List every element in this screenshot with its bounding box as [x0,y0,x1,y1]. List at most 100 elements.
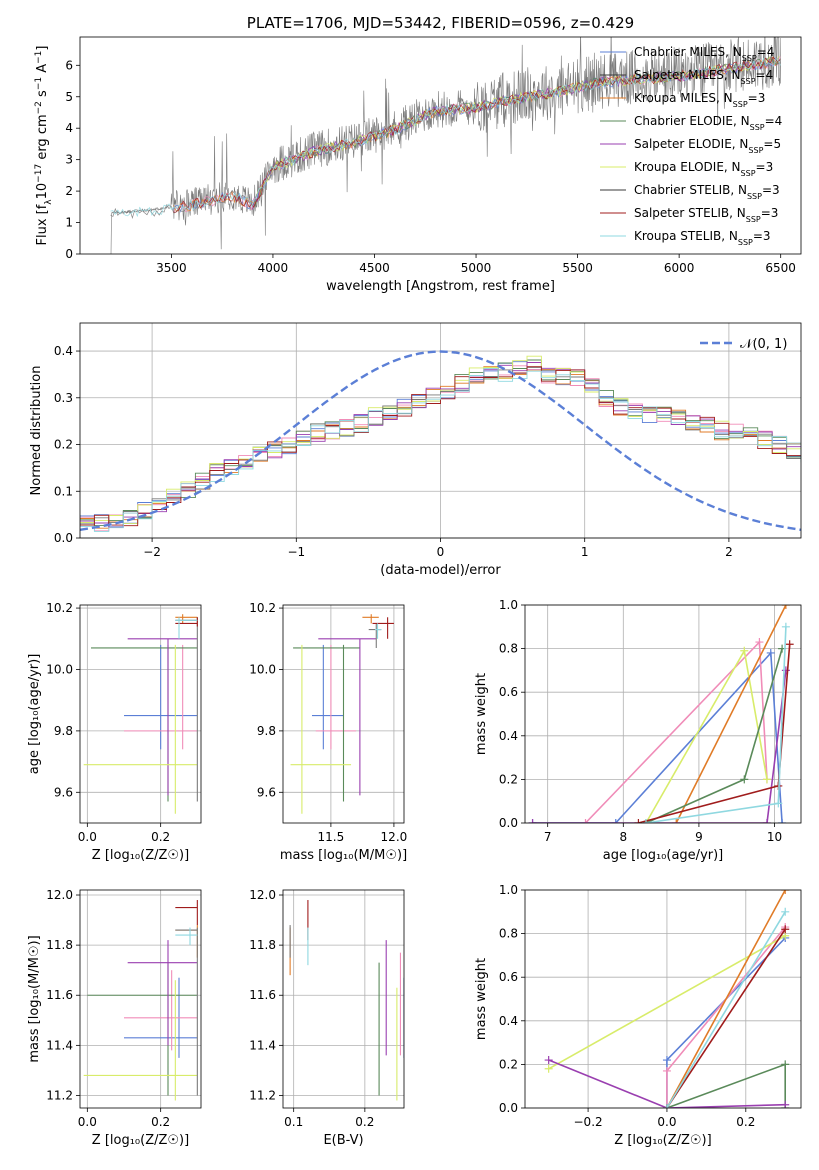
y-tick-label: 2 [65,184,73,198]
y-tick-label: 0.0 [499,816,518,830]
weight-marker [528,819,537,823]
y-tick-label: 0.4 [54,344,73,358]
weight-line-2 [548,935,786,1070]
y-axis-label: Normed distribution [29,366,44,496]
weight-marker [781,1060,790,1069]
y-tick-label: 12.0 [249,888,276,902]
legend-label-tail: =4 [757,45,775,59]
weight-line-4 [666,1063,786,1108]
histogram-step-3 [80,359,801,527]
legend-label-tail: =3 [753,229,771,243]
x-tick-label: 5500 [562,261,593,275]
y-tick-label: 0.8 [499,927,518,941]
weight-marker [762,775,771,784]
x-tick-label: 0.1 [284,1115,303,1129]
legend-label: Salpeter MILES, NSSP=4 [634,68,773,86]
age-vs-mass-plot-area [290,614,394,814]
weight-marker [611,819,620,823]
y-tick-label: 10.2 [46,601,73,615]
y-tick-label: 9.6 [54,785,73,799]
mass-vs-EBV-plot-area [289,900,404,1101]
y-axis-label-part: −17 [34,164,44,183]
x-tick-label: 0.0 [78,830,97,844]
weight-marker [755,638,764,647]
x-tick-label: 0.2 [736,1115,755,1129]
y-axis-label-part: s [35,90,50,101]
weight-marker [662,1066,671,1075]
weight-marker [581,819,590,823]
weight-marker [781,622,790,631]
y-axis-label-part: erg cm [35,114,50,163]
y-tick-label: 9.8 [54,724,73,738]
y-tick-label: 12.0 [46,888,73,902]
x-tick-label: 7 [544,830,552,844]
x-axis-label: (data-model)/error [380,563,501,578]
y-tick-label: 0.0 [54,531,73,545]
legend-label-main: Salpeter MILES, N [634,68,741,82]
axes-frame [282,604,405,824]
legend-label: Kroupa ELODIE, NSSP=3 [634,160,773,178]
weight-vs-age-plot-area [528,605,794,823]
spectrum-axes: 3500 4000 4500 5000 5500 6000 6500 0 1 2 3 4 5 6 wavel… [34,36,802,294]
weight-marker [778,819,787,823]
weight-marker [740,775,749,784]
weight-line-7 [666,911,786,1108]
legend-label-sub: SSP [748,146,763,155]
y-tick-label: 0.2 [54,438,73,452]
age-vs-Z-plot-area [83,614,198,814]
histogram-step-5 [80,355,801,525]
legend-label-main: Salpeter ELODIE, N [634,137,748,151]
y-axis-label: mass weight [474,958,489,1040]
x-tick-label: 6000 [664,261,695,275]
x-axis-label: age [log₁₀(age/yr)] [603,848,724,863]
x-axis-label: Z [log₁₀(Z/Z☉)] [92,1133,189,1148]
y-tick-label: 10.0 [46,662,73,676]
x-tick-label: −2 [143,545,161,559]
legend-label: Kroupa MILES, NSSP=3 [634,91,765,109]
x-tick-label: 10 [767,830,782,844]
x-tick-label: 0 [437,545,445,559]
y-axis-label-part: −2 [34,101,44,114]
weight-line-7 [645,626,787,823]
weight-marker [740,646,749,655]
y-axis-label-part: −1 [34,51,44,64]
weight-vs-age-axes: 7 8 9 10 0.0 0.2 0.4 0.6 0.8 1.0 age [log₁₀(age/yr… [474,598,802,863]
y-axis-label: age [log₁₀(age/yr)] [27,654,42,775]
legend-label: 𝒩(0, 1) [740,337,787,352]
y-tick-label: 0.8 [499,642,518,656]
weight-marker [641,819,650,823]
weight-line-0 [532,651,783,823]
y-axis-label-part: 10 [35,183,50,200]
weight-marker [544,1056,553,1065]
x-tick-label: 9 [695,830,703,844]
y-tick-label: 10.2 [249,601,276,615]
legend-label-tail: =3 [756,160,774,174]
y-tick-label: 0.2 [499,1057,518,1071]
y-tick-label: 4 [65,121,73,135]
x-axis-label: E(B-V) [323,1133,363,1148]
y-tick-label: 3 [65,153,73,167]
legend-label-sub: SSP [747,192,762,201]
weight-marker [781,605,790,609]
legend-label: Salpeter ELODIE, NSSP=5 [634,137,781,155]
age-vs-mass-axes: 11.5 12.0 9.6 9.8 10.0 10.2 mass [log₁₀(M/M☉)] [249,601,407,863]
x-tick-label: 11.5 [318,830,345,844]
weight-line-6 [666,928,786,1108]
y-tick-label: 11.2 [249,1088,276,1102]
legend-label: Chabrier ELODIE, NSSP=4 [634,114,782,132]
y-tick-label: 11.8 [46,938,73,952]
y-axis-label-part: Flux [f [35,204,50,245]
x-axis-label: mass [log₁₀(M/M☉)] [280,848,407,863]
legend-label: Salpeter STELIB, NSSP=3 [634,206,778,224]
weight-marker [662,1104,671,1108]
legend-label-sub: SSP [733,100,748,109]
weight-marker [781,925,790,934]
legend-label-main: Chabrier ELODIE, N [634,114,750,128]
y-tick-label: 0.2 [499,772,518,786]
y-tick-label: 11.6 [46,988,73,1002]
x-tick-label: 8 [619,830,627,844]
y-tick-label: 0.1 [54,484,73,498]
y-tick-label: 11.4 [46,1038,73,1052]
